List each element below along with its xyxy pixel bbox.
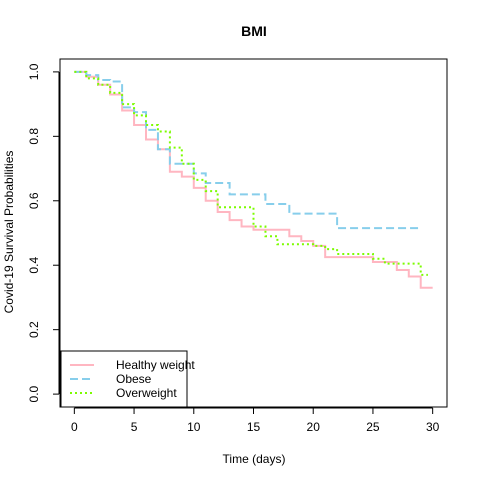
x-tick-label-2: 10 — [187, 420, 201, 434]
plot-area — [59, 58, 448, 408]
plot-frame — [59, 58, 448, 408]
x-axis: 0 5 10 15 20 25 30 — [71, 407, 440, 434]
x-tick-label-1: 5 — [131, 420, 138, 434]
legend-label-1: Obese — [116, 372, 152, 386]
y-tick-label-0: 0.0 — [27, 385, 41, 402]
legend-label-2: Overweight — [116, 386, 177, 400]
legend-label-0: Healthy weight — [116, 358, 195, 372]
y-axis: 0.0 0.2 0.4 0.6 0.8 1.0 — [27, 63, 60, 402]
x-tick-label-4: 20 — [307, 420, 321, 434]
y-tick-label-5: 1.0 — [27, 63, 41, 80]
x-axis-label: Time (days) — [223, 452, 286, 466]
series-line-1 — [74, 70, 421, 230]
x-tick-label-3: 15 — [247, 420, 261, 434]
y-axis-label: Covid-19 Survival Probabilities — [2, 151, 16, 314]
y-tick-label-1: 0.2 — [27, 321, 41, 338]
y-tick-label-3: 0.6 — [27, 192, 41, 209]
x-tick-label-0: 0 — [71, 420, 78, 434]
chart-title: BMI — [241, 23, 267, 39]
series-line-2 — [74, 70, 428, 276]
y-tick-label-4: 0.8 — [27, 128, 41, 145]
x-tick-label-5: 25 — [366, 420, 380, 434]
y-tick-label-2: 0.4 — [27, 257, 41, 274]
x-tick-label-6: 30 — [426, 420, 440, 434]
